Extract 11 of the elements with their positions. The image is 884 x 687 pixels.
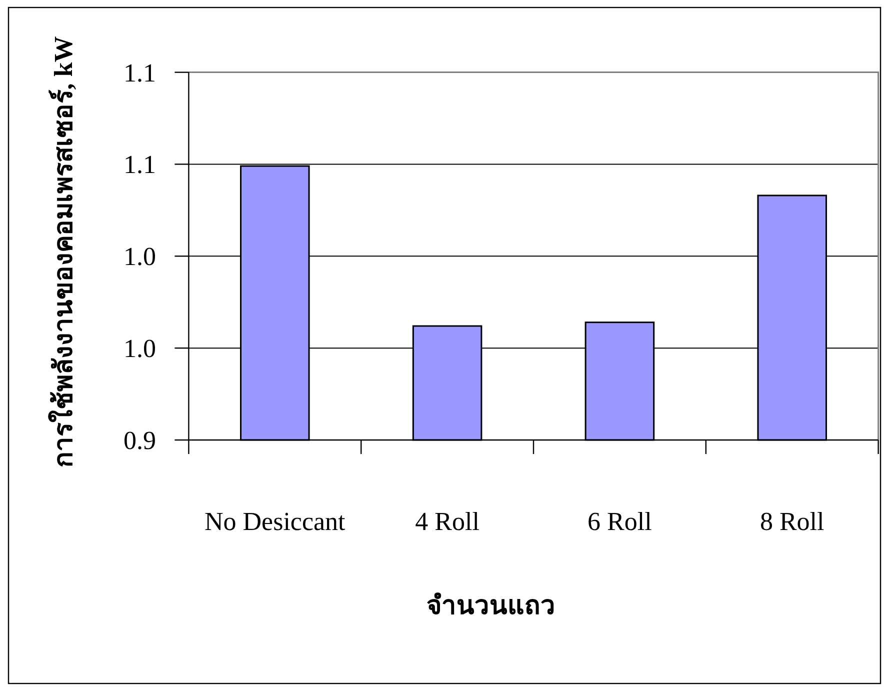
- x-tick-label: 8 Roll: [760, 507, 824, 536]
- x-tick-label: No Desiccant: [204, 507, 346, 536]
- y-tick-label: 1.1: [124, 58, 156, 88]
- y-axis-title: การใช้พลังงานของคอมเพรสเซอร์, kW: [48, 36, 78, 468]
- y-tick-label: 1.0: [124, 334, 156, 364]
- x-axis-title: จำนวนแถว: [426, 591, 556, 620]
- y-tick-label: 0.9: [124, 426, 156, 455]
- x-tick-label: 4 Roll: [415, 507, 480, 536]
- y-tick-label: 1.0: [124, 242, 156, 272]
- x-tick-label: 6 Roll: [588, 507, 652, 536]
- y-tick-label: 1.1: [124, 150, 156, 180]
